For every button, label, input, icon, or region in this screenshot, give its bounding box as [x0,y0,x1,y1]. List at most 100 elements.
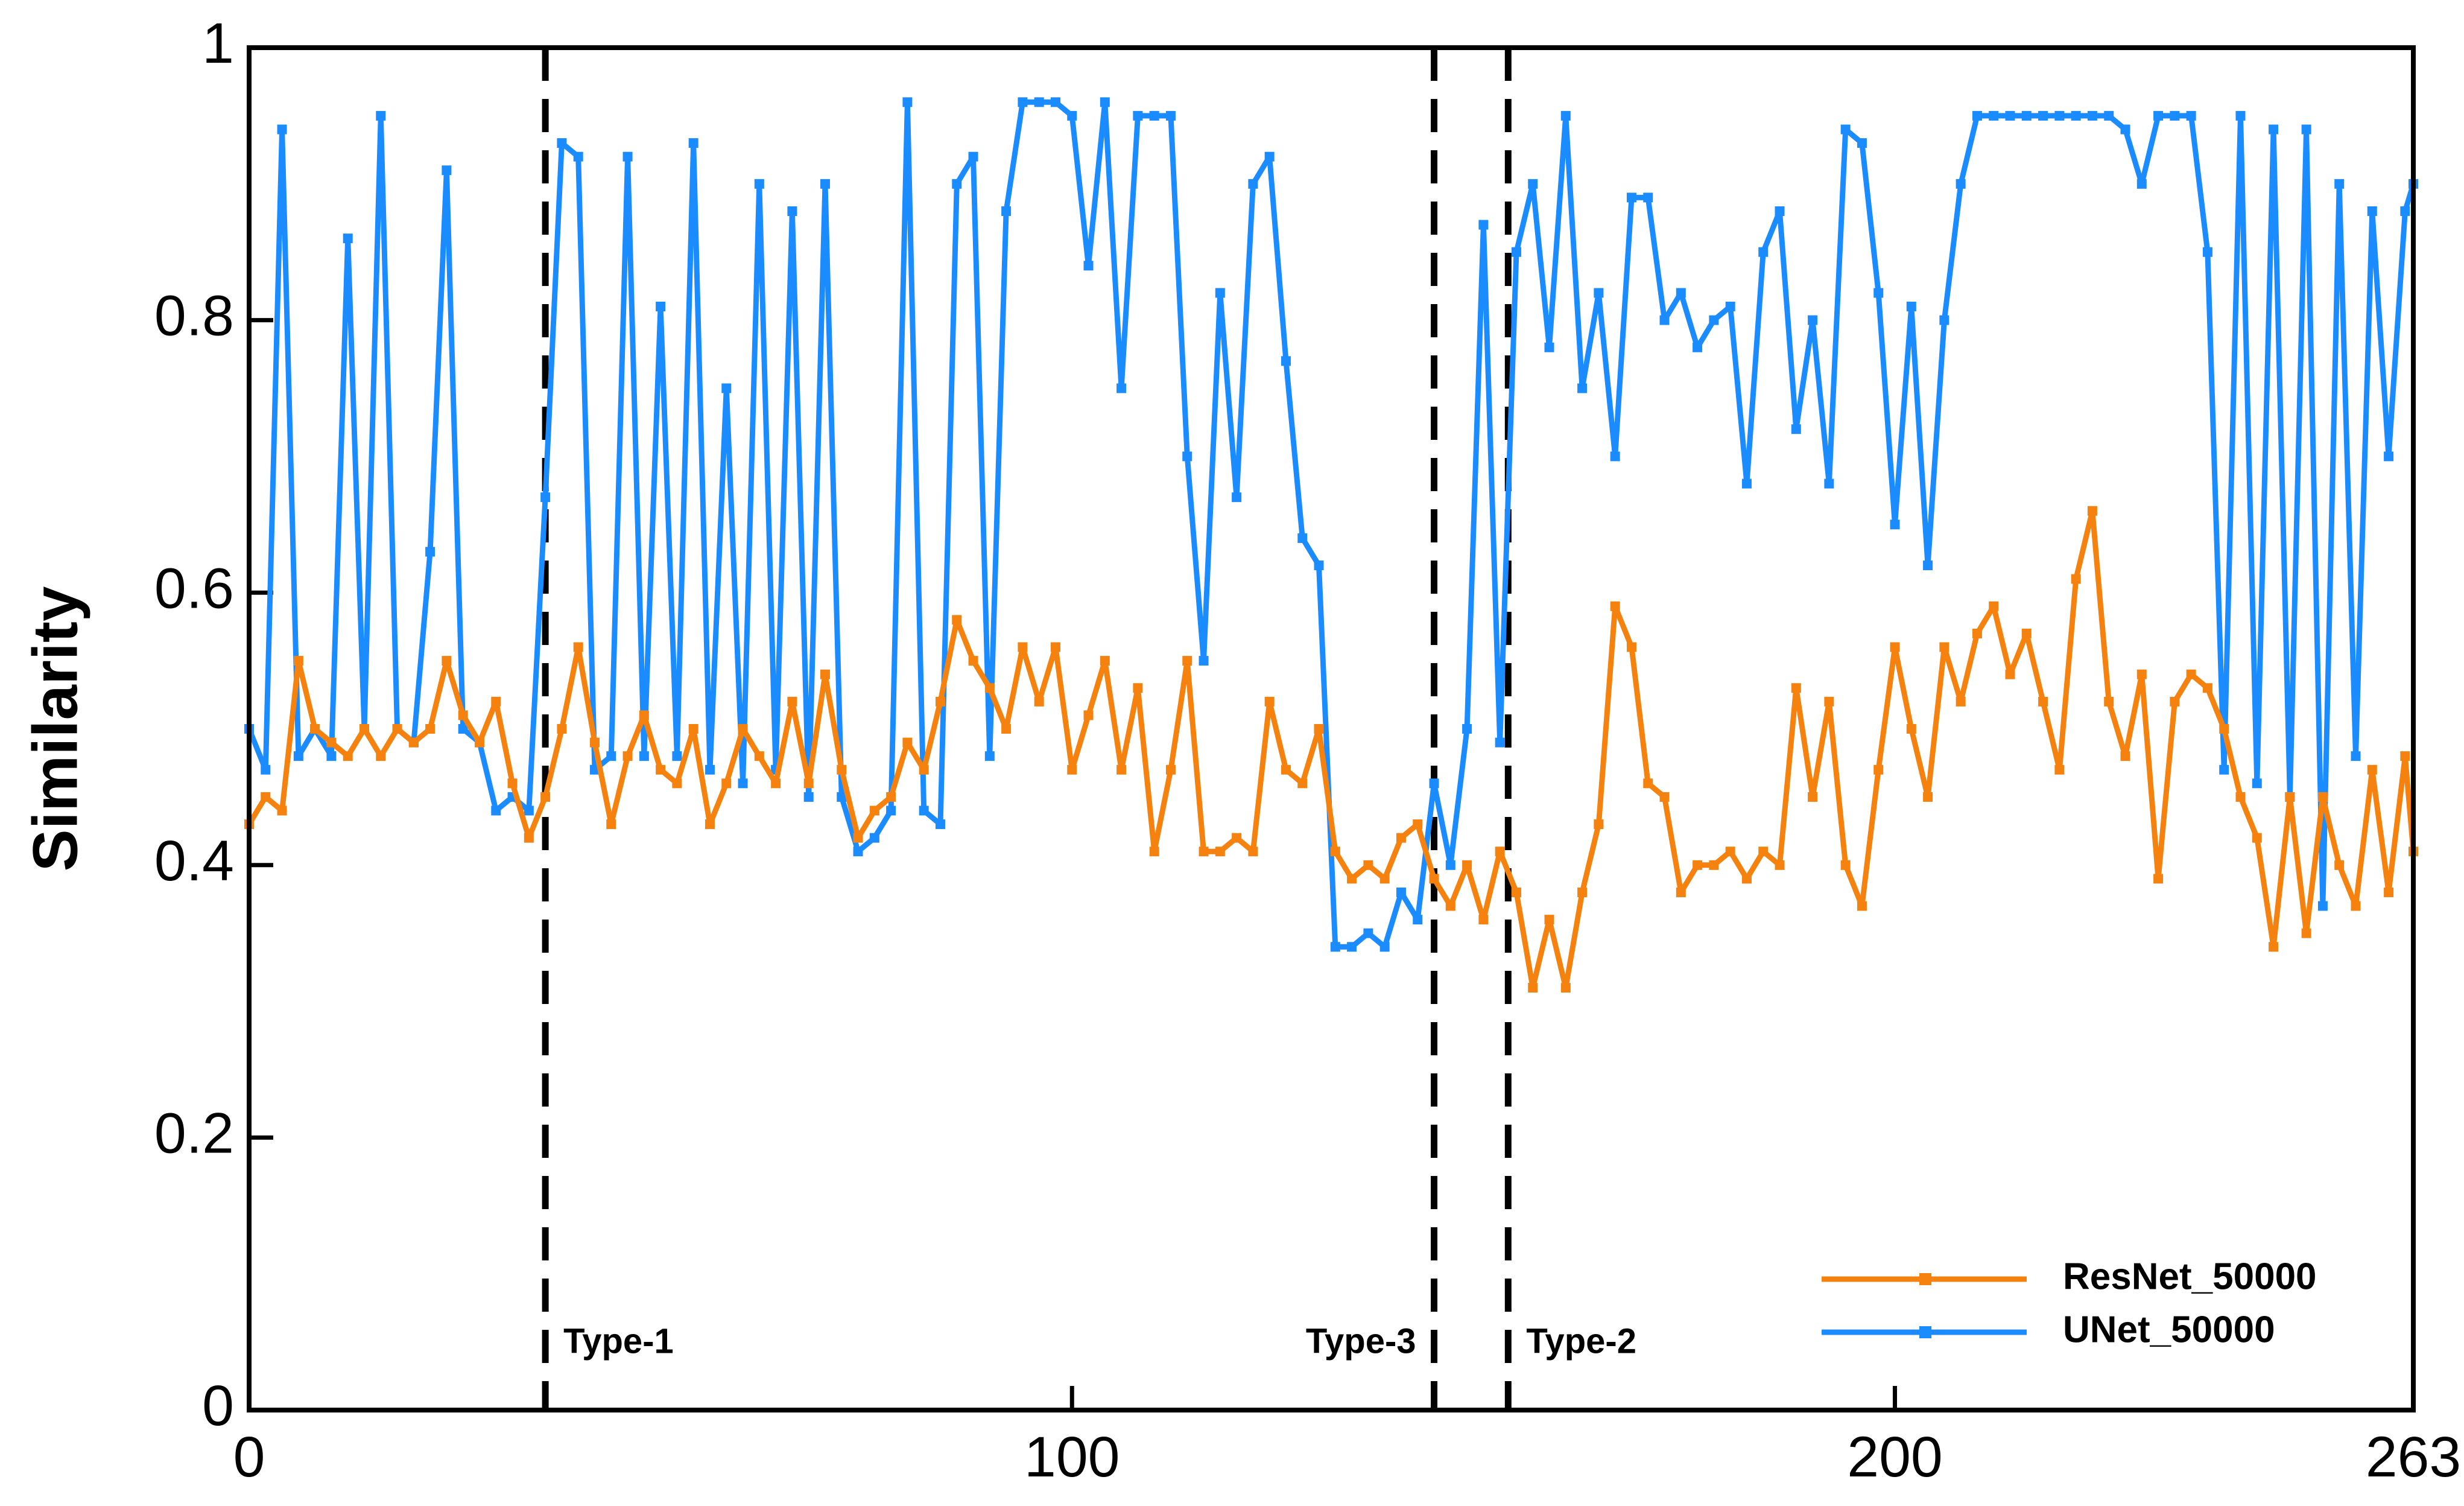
data-point [1989,110,1999,121]
data-point [656,764,666,775]
data-point [2120,751,2130,761]
data-point [1248,179,1258,189]
data-point [1824,478,1834,489]
data-point [1594,288,1604,298]
data-point [261,792,271,802]
data-point [1232,833,1242,843]
data-point [2038,110,2048,121]
data-point [310,724,320,734]
data-point [1857,138,1867,148]
data-point [1972,628,1982,638]
legend-marker [1919,1326,1931,1338]
data-point [2235,792,2246,802]
data-point [688,724,698,734]
data-point [458,710,468,720]
data-point [1396,833,1406,843]
data-point [622,151,633,162]
data-point [2269,124,2279,135]
data-point [392,724,402,734]
data-point [2202,683,2212,693]
data-point [2186,669,2196,679]
data-point [1808,315,1818,325]
data-point [2219,764,2229,775]
data-point [2186,110,2196,121]
y-axis-label: Similarity [21,586,91,872]
data-point [458,724,468,734]
data-point [1610,451,1620,462]
data-point [1330,847,1340,857]
data-point [1939,315,1949,325]
data-point [1133,110,1143,121]
data-point [2005,110,2015,121]
data-point [557,724,567,734]
data-point [1297,533,1308,543]
data-point [672,778,682,789]
data-point [1100,656,1110,666]
x-tick-label: 0 [233,1425,265,1489]
data-point [2219,724,2229,734]
data-point [1791,683,1801,693]
data-point [573,642,583,652]
data-point [1741,478,1752,489]
data-point [902,737,913,748]
y-tick-label: 0.6 [154,556,234,620]
data-point [1445,901,1455,911]
data-point [1577,383,1588,393]
data-point [606,751,616,761]
data-point [425,724,435,734]
data-point [261,764,271,775]
data-point [919,764,929,775]
data-point [1626,642,1636,652]
data-point [1495,847,1505,857]
data-point [1264,151,1275,162]
data-point [557,138,567,148]
data-point [2021,110,2032,121]
data-point [1808,792,1818,802]
data-point [1857,901,1867,911]
data-point [754,179,764,189]
x-tick-label: 200 [1847,1425,1943,1489]
data-point [376,751,386,761]
data-point [952,179,962,189]
data-point [1659,315,1670,325]
data-point [952,615,962,625]
data-point [1001,724,1012,734]
data-point [2005,669,2015,679]
data-point [1133,683,1143,693]
data-point [2351,901,2361,911]
data-point [2235,110,2246,121]
data-point [1116,383,1127,393]
data-point [886,805,896,816]
data-point [326,751,337,761]
data-point [1659,792,1670,802]
data-point [2400,206,2410,216]
data-point [2021,628,2032,638]
data-point [2367,764,2377,775]
y-tick-label: 0.2 [154,1101,234,1165]
data-point [1215,847,1225,857]
data-point [2351,751,2361,761]
data-point [1165,110,1176,121]
data-point [1067,110,1077,121]
data-point [1709,860,1719,870]
data-point [639,710,649,720]
data-point [1149,847,1159,857]
data-point [754,751,764,761]
data-point [1923,561,1933,571]
data-point [1791,424,1801,434]
data-point [688,138,698,148]
data-point [2202,247,2212,257]
data-point [1363,928,1373,938]
data-point [1956,696,1966,707]
data-point [2087,506,2097,516]
data-point [2334,860,2345,870]
data-point [1330,942,1340,952]
data-point [803,792,814,802]
data-point [1890,519,1900,530]
data-point [1775,206,1785,216]
data-point [1972,110,1982,121]
data-point [787,696,797,707]
data-point [1396,887,1406,897]
data-point [1511,887,1521,897]
